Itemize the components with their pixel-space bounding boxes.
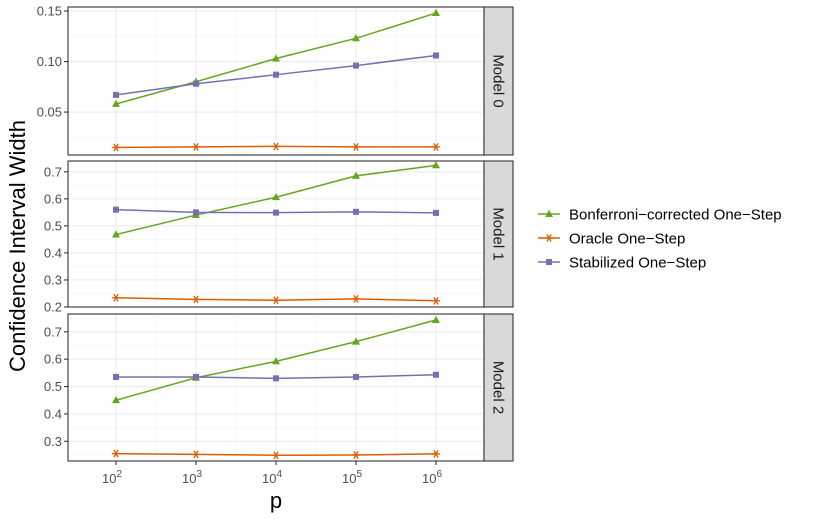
y-tick-label: 0.10 [37,54,62,69]
y-tick-label: 0.05 [37,105,62,120]
data-point-oracle-one-step [431,296,441,305]
facet-strip [483,6,514,156]
y-tick-label: 0.4 [44,406,62,421]
x-axis-title: p [270,488,282,513]
y-tick-label: 0.4 [44,245,62,260]
data-point-bonferroni-corrected-one-step [432,8,440,17]
data-point-oracle-one-step [191,450,201,459]
legend-key-marker [544,234,554,242]
data-point-stabilized-one-step [113,91,119,98]
data-point-stabilized-one-step [273,209,279,216]
panel-model-0: 0.05 0.10 0.15 Model 0 [37,4,514,156]
legend-key-marker [545,209,553,217]
data-point-bonferroni-corrected-one-step [352,337,360,345]
legend-key-marker [546,259,552,265]
y-tick-label: 0.3 [44,272,62,287]
panel-model-1: 0.2 0.3 0.4 0.5 0.6 0.7 Model 1 [44,160,514,315]
data-point-stabilized-one-step [193,209,199,216]
facet-strip-label: Model 1 [490,207,507,260]
y-tick-label: 0.5 [44,379,62,394]
data-point-stabilized-one-step [353,208,359,215]
data-point-oracle-one-step [351,294,361,303]
y-tick-label: 0.7 [44,164,62,179]
data-point-bonferroni-corrected-one-step [112,396,120,404]
y-tick-label: 0.7 [44,324,62,339]
legend-item-bonferroni-corrected-one-step: Bonferroni−corrected One−Step [538,207,782,224]
data-point-bonferroni-corrected-one-step [272,54,280,62]
data-point-oracle-one-step [271,451,281,460]
data-point-oracle-one-step [431,449,441,458]
data-point-stabilized-one-step [193,373,199,380]
data-point-stabilized-one-step [273,375,279,382]
x-tick-label: 105 [342,469,362,486]
data-point-oracle-one-step [351,451,361,459]
data-point-bonferroni-corrected-one-step [272,193,280,201]
data-point-oracle-one-step [111,293,121,302]
legend-label: Bonferroni−corrected One−Step [569,207,782,224]
data-point-oracle-one-step [351,142,361,151]
data-point-stabilized-one-step [193,80,199,87]
legend-item-oracle-one-step: Oracle One−Step [538,231,685,248]
y-tick-label: 0.3 [44,434,62,449]
data-point-oracle-one-step [271,142,281,151]
data-point-oracle-one-step [271,296,281,305]
panel-model-2: 0.3 0.4 0.5 0.6 0.7 Model 2 [44,313,514,462]
data-point-oracle-one-step [191,142,201,151]
facet-strip-label: Model 2 [490,361,507,414]
data-point-oracle-one-step [431,142,441,151]
data-point-stabilized-one-step [433,52,439,59]
data-point-bonferroni-corrected-one-step [112,230,120,238]
facet-strip [483,160,514,308]
legend-item-stabilized-one-step: Stabilized One−Step [538,255,706,272]
x-tick-label: 103 [182,469,202,486]
data-point-bonferroni-corrected-one-step [432,315,440,323]
y-axis-title: Confidence Interval Width [5,120,30,372]
data-point-stabilized-one-step [353,373,359,380]
data-point-bonferroni-corrected-one-step [352,34,360,42]
y-tick-label: 0.2 [44,300,62,315]
legend: Bonferroni−corrected One−Step Oracle One−… [538,207,782,272]
data-point-stabilized-one-step [353,62,359,69]
y-tick-label: 0.15 [37,4,62,19]
data-point-stabilized-one-step [113,373,119,380]
legend-label: Stabilized One−Step [569,255,706,272]
data-point-bonferroni-corrected-one-step [432,161,440,169]
facet-panels: 0.05 0.10 0.15 Model 0 0.2 0.3 0.4 0.5 0.6 0.7 Mod… [37,4,514,462]
facet-strip [483,313,514,462]
data-point-oracle-one-step [111,449,121,458]
data-point-oracle-one-step [111,143,121,152]
data-point-stabilized-one-step [433,371,439,378]
data-point-bonferroni-corrected-one-step [272,357,280,365]
y-tick-label: 0.6 [44,352,62,367]
data-point-stabilized-one-step [433,209,439,216]
data-point-stabilized-one-step [113,206,119,213]
x-tick-label: 102 [102,469,122,486]
x-tick-label: 104 [262,469,282,486]
y-tick-label: 0.6 [44,191,62,206]
x-axis: 102 103 104 105 106 [102,461,442,486]
data-point-oracle-one-step [191,295,201,304]
y-tick-label: 0.5 [44,218,62,233]
data-point-bonferroni-corrected-one-step [112,99,120,107]
x-tick-label: 106 [422,469,442,486]
facet-strip-label: Model 0 [490,54,507,107]
data-point-bonferroni-corrected-one-step [352,171,360,179]
data-point-stabilized-one-step [273,71,279,78]
legend-label: Oracle One−Step [569,231,685,248]
